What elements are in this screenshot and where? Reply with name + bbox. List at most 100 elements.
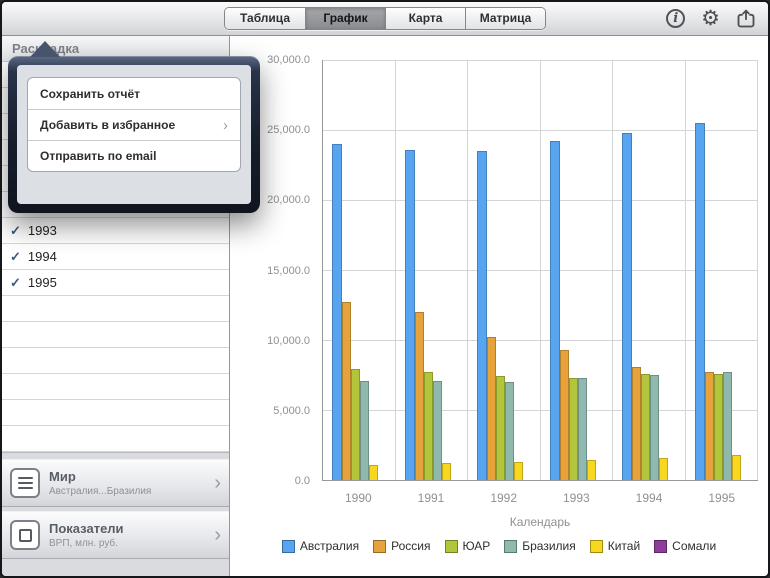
bar-ЮАР: [713, 373, 723, 480]
menu-item[interactable]: Отправить по email: [28, 140, 240, 171]
legend-item: Бразилия: [504, 539, 576, 553]
bar-Австралия: [477, 151, 487, 480]
y-tick-label: 30,000.0: [267, 54, 310, 66]
checkmark-icon: ✓: [10, 248, 21, 264]
bar-Австралия: [549, 141, 560, 480]
bar-Китай: [659, 457, 668, 480]
list-item: [2, 374, 229, 400]
gridline: [323, 270, 758, 271]
bar-ЮАР: [641, 373, 650, 480]
legend-color-chip: [654, 539, 668, 553]
info-button[interactable]: i: [666, 9, 686, 28]
bar-Австралия: [332, 144, 342, 480]
bar-Россия: [414, 312, 424, 480]
tab-Карта[interactable]: Карта: [385, 8, 465, 29]
cell-title: Показатели: [49, 521, 124, 536]
bar-ЮАР: [351, 369, 360, 480]
y-tick-label: 0.0: [294, 475, 310, 487]
bar-Китай: [514, 461, 523, 480]
x-tick-label: 1990: [344, 491, 372, 505]
bar-Китай: [369, 464, 378, 480]
context-menu-popover: Сохранить отчёт Добавить в избранное › Отпр…: [8, 40, 260, 213]
legend-item: Австралия: [281, 539, 359, 553]
chevron-right-icon: ›: [223, 116, 228, 134]
x-axis-label: Календарь: [509, 515, 571, 529]
bar-group-1992: [468, 60, 541, 480]
legend-color-chip: [281, 539, 295, 553]
bar-Китай: [441, 463, 451, 480]
x-tick-label: 1993: [563, 491, 590, 505]
legend-label: ЮАР: [462, 539, 491, 553]
dimension-cell-world[interactable]: Мир Австралия...Бразилия ›: [2, 459, 229, 507]
year-label: 1995: [27, 275, 57, 290]
bar-Австралия: [404, 149, 415, 480]
x-tick-label: 1994: [635, 491, 663, 505]
bar-Россия: [342, 302, 351, 480]
gridline: [323, 339, 758, 341]
menu-item[interactable]: Добавить в избранное ›: [28, 109, 240, 140]
toolbar-icons: i ⚙: [666, 2, 756, 35]
legend-color-chip: [589, 539, 603, 553]
year-label: 1994: [27, 249, 57, 264]
checkmark-icon: ✓: [10, 222, 21, 238]
legend-label: Китай: [607, 539, 641, 553]
list-item: [2, 348, 229, 374]
bar-ЮАР: [496, 376, 505, 480]
share-button[interactable]: [736, 8, 756, 29]
bar-Россия: [559, 349, 569, 480]
bar-Бразилия: [360, 380, 369, 480]
menu-item-label: Отправить по email: [40, 149, 157, 163]
chevron-right-icon: ›: [214, 472, 221, 494]
sidebar-footer: Мир Австралия...Бразилия › Показатели ВР…: [2, 452, 229, 576]
settings-button[interactable]: ⚙: [701, 8, 720, 29]
list-item: [2, 322, 229, 348]
bar-Бразилия: [577, 377, 587, 480]
gear-icon: ⚙: [701, 7, 720, 30]
y-axis-ticks: 30,000.0 25,000.0 20,000.0 15,000.0 10,000.0…: [230, 54, 316, 487]
bar-group-1993: [541, 60, 613, 480]
list-item: [2, 400, 229, 426]
list-icon: [10, 468, 40, 498]
bar-Бразилия: [505, 382, 514, 480]
bar-group-1991: [396, 60, 468, 480]
share-icon: [737, 8, 755, 27]
square-outline-icon: [10, 520, 40, 550]
view-segmented-control: Таблица График Карта Матрица: [224, 7, 546, 30]
dimension-cell-indicators[interactable]: Показатели ВРП, млн. руб. ›: [2, 511, 229, 559]
cell-title: Мир: [49, 469, 76, 484]
y-tick-label: 25,000.0: [267, 124, 310, 137]
bar-Россия: [487, 337, 496, 480]
legend-label: Россия: [391, 539, 431, 553]
chart-legend: Австралия Россия ЮАР Бразилия Китай Сомали: [230, 539, 768, 553]
popover-arrow: [30, 41, 60, 57]
menu-item-label: Добавить в избранное: [40, 118, 176, 132]
year-label: 1993: [27, 223, 57, 238]
y-tick-label: 5,000.0: [273, 404, 310, 417]
bar-Бразилия: [432, 380, 442, 480]
tab-Матрица[interactable]: Матрица: [465, 8, 545, 29]
menu-item-label: Сохранить отчёт: [40, 86, 141, 101]
bar-Бразилия: [722, 372, 732, 480]
gridline: [323, 410, 758, 411]
tab-Таблица[interactable]: Таблица: [225, 8, 305, 29]
bar-Россия: [704, 372, 714, 480]
y-tick-label: 10,000.0: [267, 334, 310, 347]
bar-Австралия: [622, 132, 632, 480]
bar-group-1990: [323, 60, 396, 480]
menu-item[interactable]: Сохранить отчёт: [28, 78, 240, 109]
list-item[interactable]: ✓ 1993: [2, 218, 229, 244]
legend-label: Сомали: [672, 539, 717, 553]
chevron-right-icon: ›: [214, 524, 221, 546]
bar-Россия: [632, 366, 641, 480]
info-icon: i: [666, 9, 686, 28]
list-item[interactable]: ✓ 1995: [2, 270, 229, 296]
list-item[interactable]: ✓ 1994: [2, 244, 229, 270]
bar-group-1995: [686, 60, 758, 480]
legend-color-chip: [373, 539, 387, 553]
bar-ЮАР: [568, 377, 578, 480]
tab-График[interactable]: График: [305, 8, 385, 29]
legend-item: Россия: [373, 539, 431, 553]
list-item: [2, 296, 229, 322]
legend-color-chip: [504, 539, 518, 553]
